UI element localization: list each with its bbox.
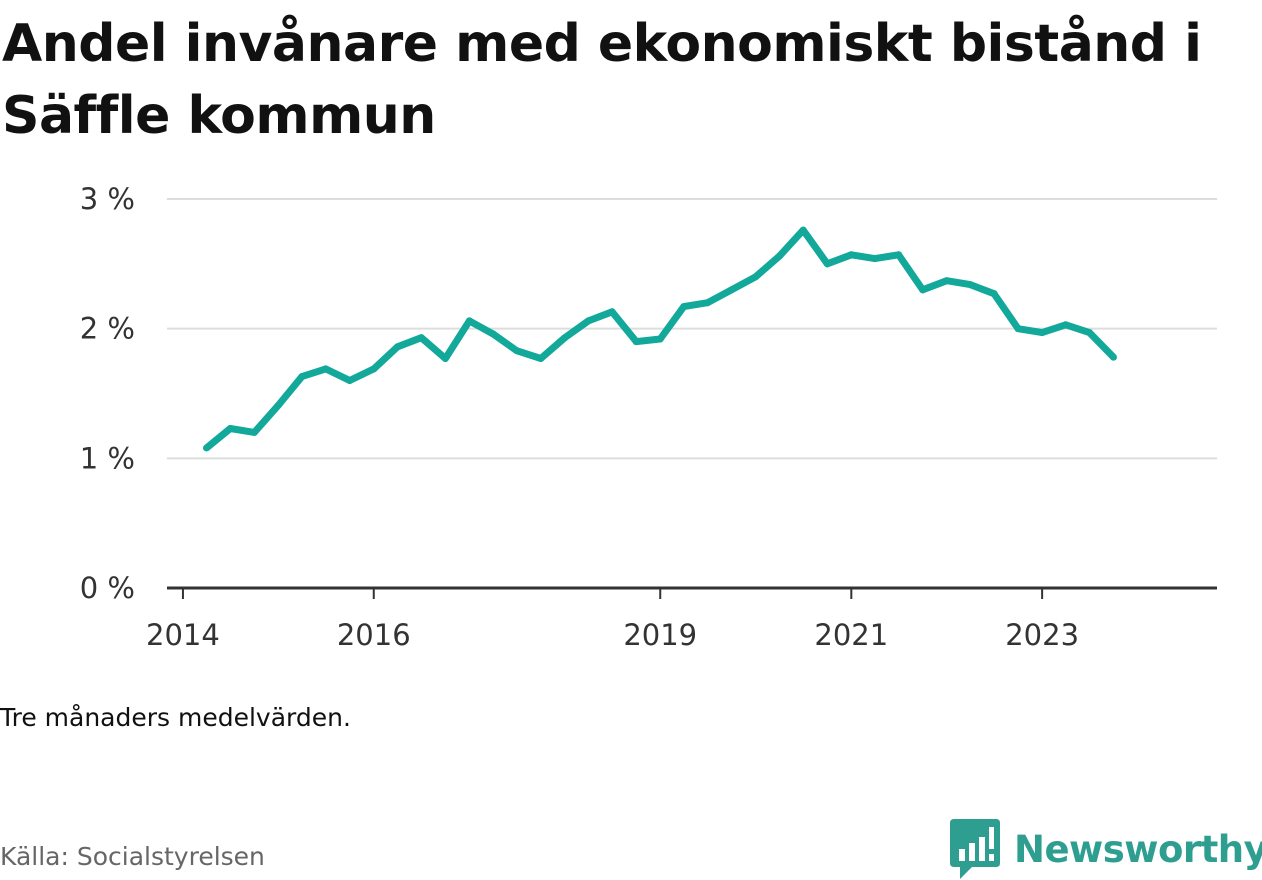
gridlines (167, 198, 1217, 460)
data-point (943, 277, 951, 285)
data-point (608, 308, 616, 316)
data-point (1038, 329, 1046, 337)
x-tick-label: 2021 (814, 618, 888, 652)
x-tick-label: 2019 (623, 618, 697, 652)
data-point (1062, 321, 1070, 329)
data-point (513, 347, 521, 355)
data-point (680, 303, 688, 311)
y-tick-label: 1 % (80, 441, 135, 475)
data-point (298, 373, 306, 381)
data-point (346, 377, 354, 385)
source-credit: Källa: Socialstyrelsen (0, 842, 265, 871)
data-point (966, 281, 974, 289)
data-point (1109, 353, 1117, 361)
data-point (632, 338, 640, 346)
y-tick-label: 2 % (80, 312, 135, 346)
data-point (1014, 325, 1022, 333)
data-point (895, 251, 903, 259)
x-tick-label: 2014 (146, 618, 220, 652)
brand-name: Newsworthy (1014, 827, 1262, 871)
data-point (752, 273, 760, 281)
y-tick-label: 3 % (80, 182, 135, 216)
data-point (537, 354, 545, 362)
y-tick-label: 0 % (80, 571, 135, 605)
data-point (584, 317, 592, 325)
data-point (1085, 329, 1093, 337)
x-axis: 2014 2016 2019 2021 2023 (146, 586, 1217, 652)
data-point (465, 317, 473, 325)
data-point (871, 255, 879, 263)
data-point (322, 365, 330, 373)
data-point (274, 401, 282, 409)
data-point (561, 334, 569, 342)
data-point (704, 299, 712, 307)
chart-note: Tre månaders medelvärden. (0, 703, 351, 732)
data-point (441, 354, 449, 362)
data-point (489, 330, 497, 338)
data-point (823, 260, 831, 268)
series-layer (202, 226, 1117, 452)
data-point (990, 290, 998, 298)
x-tick-label: 2016 (337, 618, 411, 652)
newsworthy-logo-icon (950, 819, 1000, 879)
line-chart: 0 % 1 % 2 % 3 % 2014 2016 2019 2021 2023 (80, 182, 1217, 652)
data-point (656, 335, 664, 343)
chart-title: Andel invånare med ekonomiskt bistånd i … (2, 14, 1202, 146)
data-point (728, 286, 736, 294)
data-point (799, 226, 807, 234)
data-point (775, 252, 783, 260)
data-point (919, 286, 927, 294)
data-point (226, 425, 234, 433)
data-point (417, 334, 425, 342)
data-point (394, 343, 402, 351)
data-point (250, 428, 258, 436)
data-point (847, 251, 855, 259)
data-point (370, 365, 378, 373)
x-tick-label: 2023 (1005, 618, 1079, 652)
brand-logo[interactable]: Newsworthy (950, 818, 1262, 880)
data-point (202, 444, 210, 452)
y-axis-ticks: 0 % 1 % 2 % 3 % (80, 182, 135, 605)
